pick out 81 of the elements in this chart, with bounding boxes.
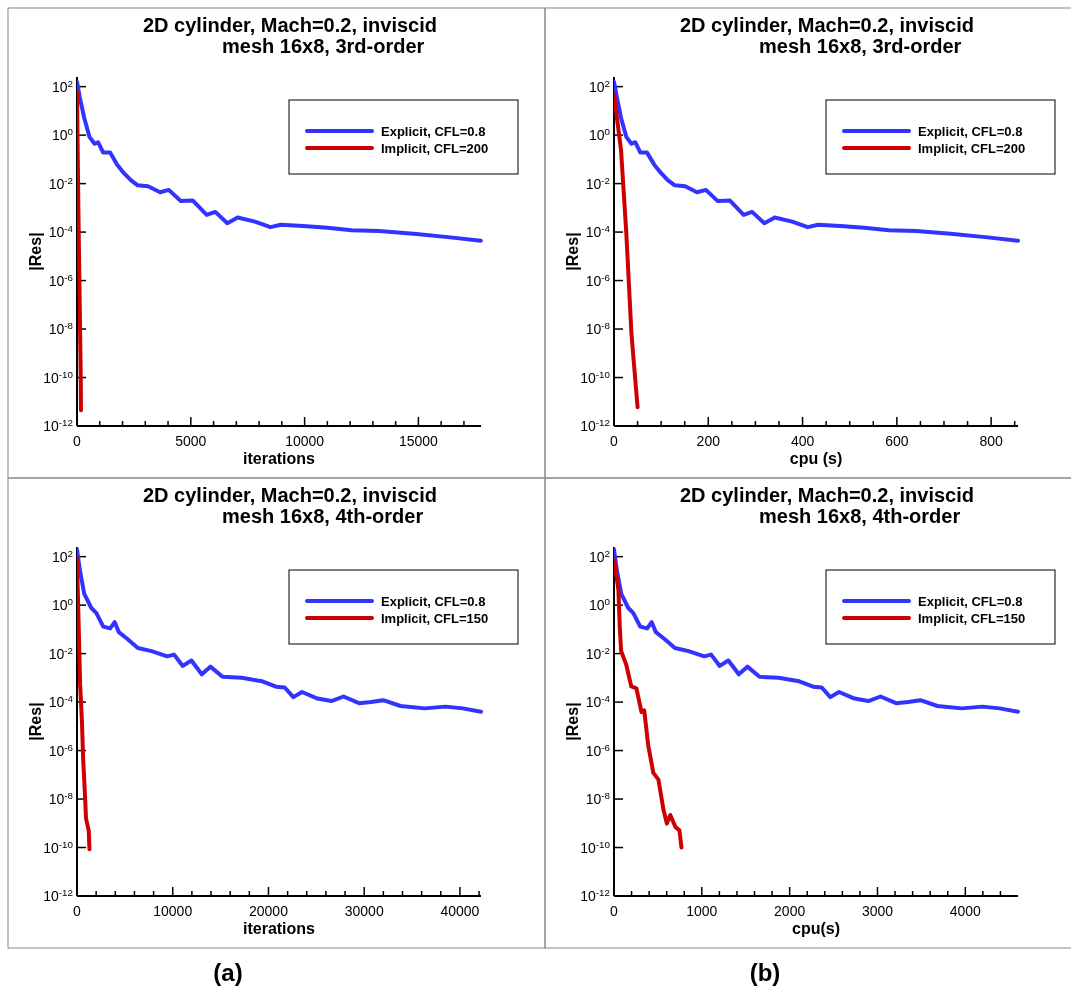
line-series [614, 557, 684, 850]
y-tick-label: 10$^{0}$ [588, 595, 611, 614]
x-tick-label: 0 [73, 903, 82, 919]
legend-label: Implicit, CFL=200 [381, 141, 489, 156]
y-tick-label: 10$^{-10}$ [580, 838, 611, 856]
y-axis-title: |Res| [564, 702, 581, 741]
chart-title: 2D cylinder, Mach=0.2, inviscid [679, 484, 975, 506]
legend-label: Explicit, CFL=0.8 [381, 124, 486, 139]
x-tick-label: 800 [979, 433, 1004, 449]
y-axis-title: |Res| [564, 232, 581, 271]
x-tick-label: 0 [610, 903, 619, 919]
y-tick-label: 10$^{-10}$ [580, 368, 611, 386]
x-tick-label: 400 [790, 433, 815, 449]
line-series [77, 90, 83, 413]
chart-title: 2D cylinder, Mach=0.2, inviscid [142, 484, 438, 506]
x-tick-label: 20000 [249, 903, 289, 919]
x-axis-title: iterations [242, 450, 316, 467]
y-tick-label: 10$^{-6}$ [585, 741, 611, 759]
y-tick-label: 10$^{-10}$ [43, 838, 74, 856]
y-tick-label: 10$^{2}$ [51, 547, 73, 565]
chart-subtitle: mesh 16x8, 4th-order [759, 505, 961, 527]
legend-label: Explicit, CFL=0.8 [918, 124, 1023, 139]
y-tick-label: 10$^{-4}$ [48, 692, 74, 711]
x-tick-label: 3000 [861, 903, 894, 919]
y-tick-label: 10$^{-12}$ [43, 416, 73, 434]
x-tick-label: 30000 [344, 903, 384, 919]
y-axis-title: |Res| [27, 232, 44, 271]
legend-label: Explicit, CFL=0.8 [918, 594, 1023, 609]
chart-title: 2D cylinder, Mach=0.2, inviscid [142, 14, 438, 36]
legend-label: Implicit, CFL=200 [918, 141, 1026, 156]
y-tick-label: 10$^{-6}$ [585, 271, 611, 289]
y-tick-label: 10$^{-6}$ [48, 741, 74, 759]
line-series [614, 92, 640, 410]
y-tick-label: 10$^{-12}$ [43, 886, 73, 904]
line-series [77, 557, 92, 852]
legend-label: Implicit, CFL=150 [918, 611, 1026, 626]
chart-subtitle: mesh 16x8, 4th-order [222, 505, 424, 527]
y-tick-label: 10$^{-12}$ [580, 416, 610, 434]
y-tick-label: 10$^{0}$ [588, 125, 611, 144]
legend-label: Implicit, CFL=150 [381, 611, 489, 626]
x-tick-label: 200 [696, 433, 721, 449]
y-tick-label: 10$^{-4}$ [48, 222, 74, 241]
y-tick-label: 10$^{-8}$ [585, 789, 611, 808]
y-tick-label: 10$^{0}$ [51, 125, 74, 144]
y-tick-label: 10$^{2}$ [588, 77, 610, 95]
y-tick-label: 10$^{2}$ [51, 77, 73, 95]
x-tick-label: 5000 [175, 433, 207, 449]
x-tick-label: 4000 [949, 903, 982, 919]
y-tick-label: 10$^{-10}$ [43, 368, 74, 386]
x-tick-label: 1000 [686, 903, 718, 919]
chart-title: 2D cylinder, Mach=0.2, inviscid [679, 14, 975, 36]
y-tick-label: 10$^{-2}$ [585, 174, 610, 192]
x-tick-label: 600 [885, 433, 909, 449]
x-tick-label: 0 [73, 433, 82, 449]
x-tick-label: 10000 [285, 433, 325, 449]
x-axis-title: cpu (s) [789, 450, 843, 467]
y-tick-label: 10$^{-2}$ [48, 174, 73, 192]
text: (a) [213, 959, 243, 986]
y-tick-label: 10$^{-6}$ [48, 271, 74, 289]
y-tick-label: 10$^{-8}$ [48, 789, 74, 808]
chart-subtitle: mesh 16x8, 3rd-order [222, 35, 425, 57]
y-tick-label: 10$^{-12}$ [580, 886, 610, 904]
y-tick-label: 10$^{-8}$ [48, 319, 74, 338]
chart-subtitle: mesh 16x8, 3rd-order [759, 35, 962, 57]
y-tick-label: 10$^{-8}$ [585, 319, 611, 338]
y-tick-label: 10$^{-2}$ [48, 644, 73, 662]
y-tick-label: 10$^{-4}$ [585, 222, 611, 241]
x-tick-label: 15000 [398, 433, 439, 449]
x-axis-title: iterations [242, 920, 316, 937]
text: (b) [749, 959, 781, 986]
y-tick-label: 10$^{-2}$ [585, 644, 610, 662]
y-tick-label: 10$^{-4}$ [585, 692, 611, 711]
y-axis-title: |Res| [27, 702, 44, 741]
y-tick-label: 10$^{0}$ [51, 595, 74, 614]
x-tick-label: 0 [610, 433, 619, 449]
x-tick-label: 2000 [774, 903, 806, 919]
y-tick-label: 10$^{2}$ [588, 547, 610, 565]
legend-label: Explicit, CFL=0.8 [381, 594, 486, 609]
x-tick-label: 10000 [153, 903, 193, 919]
x-tick-label: 40000 [440, 903, 480, 919]
x-axis-title: cpu(s) [792, 920, 840, 937]
